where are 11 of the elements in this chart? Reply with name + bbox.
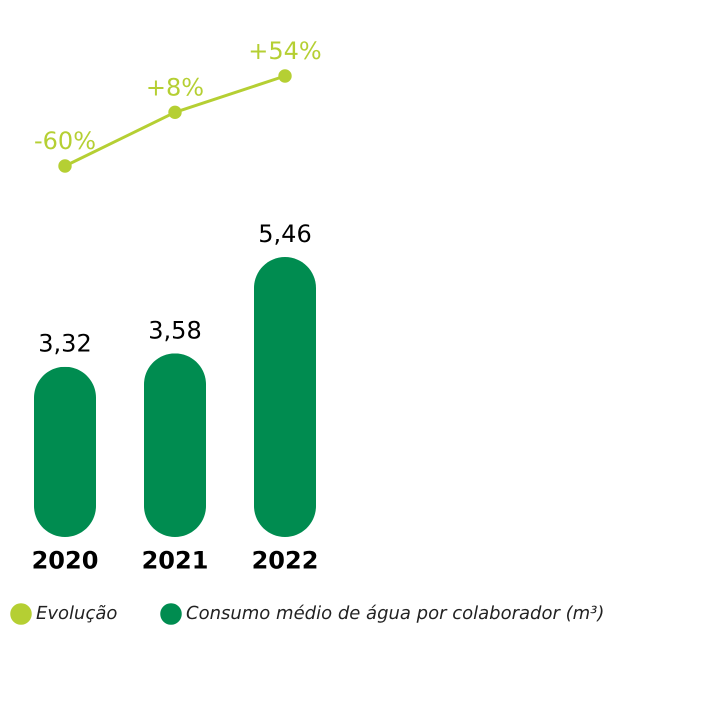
- data-label: 3,58: [148, 316, 202, 344]
- x-tick-label: 2020: [32, 546, 98, 574]
- data-label: 5,46: [258, 220, 312, 248]
- x-tick-label: 2021: [142, 546, 208, 574]
- data-label: 3,32: [38, 330, 92, 358]
- x-tick-label: 2022: [252, 546, 318, 574]
- data-label: -60%: [34, 127, 96, 155]
- legend-label: Evolução: [36, 603, 118, 624]
- data-label: +8%: [146, 73, 204, 102]
- data-label: +54%: [248, 37, 322, 65]
- legend-label: Consumo médio de água por colaborador (m³): [186, 603, 604, 624]
